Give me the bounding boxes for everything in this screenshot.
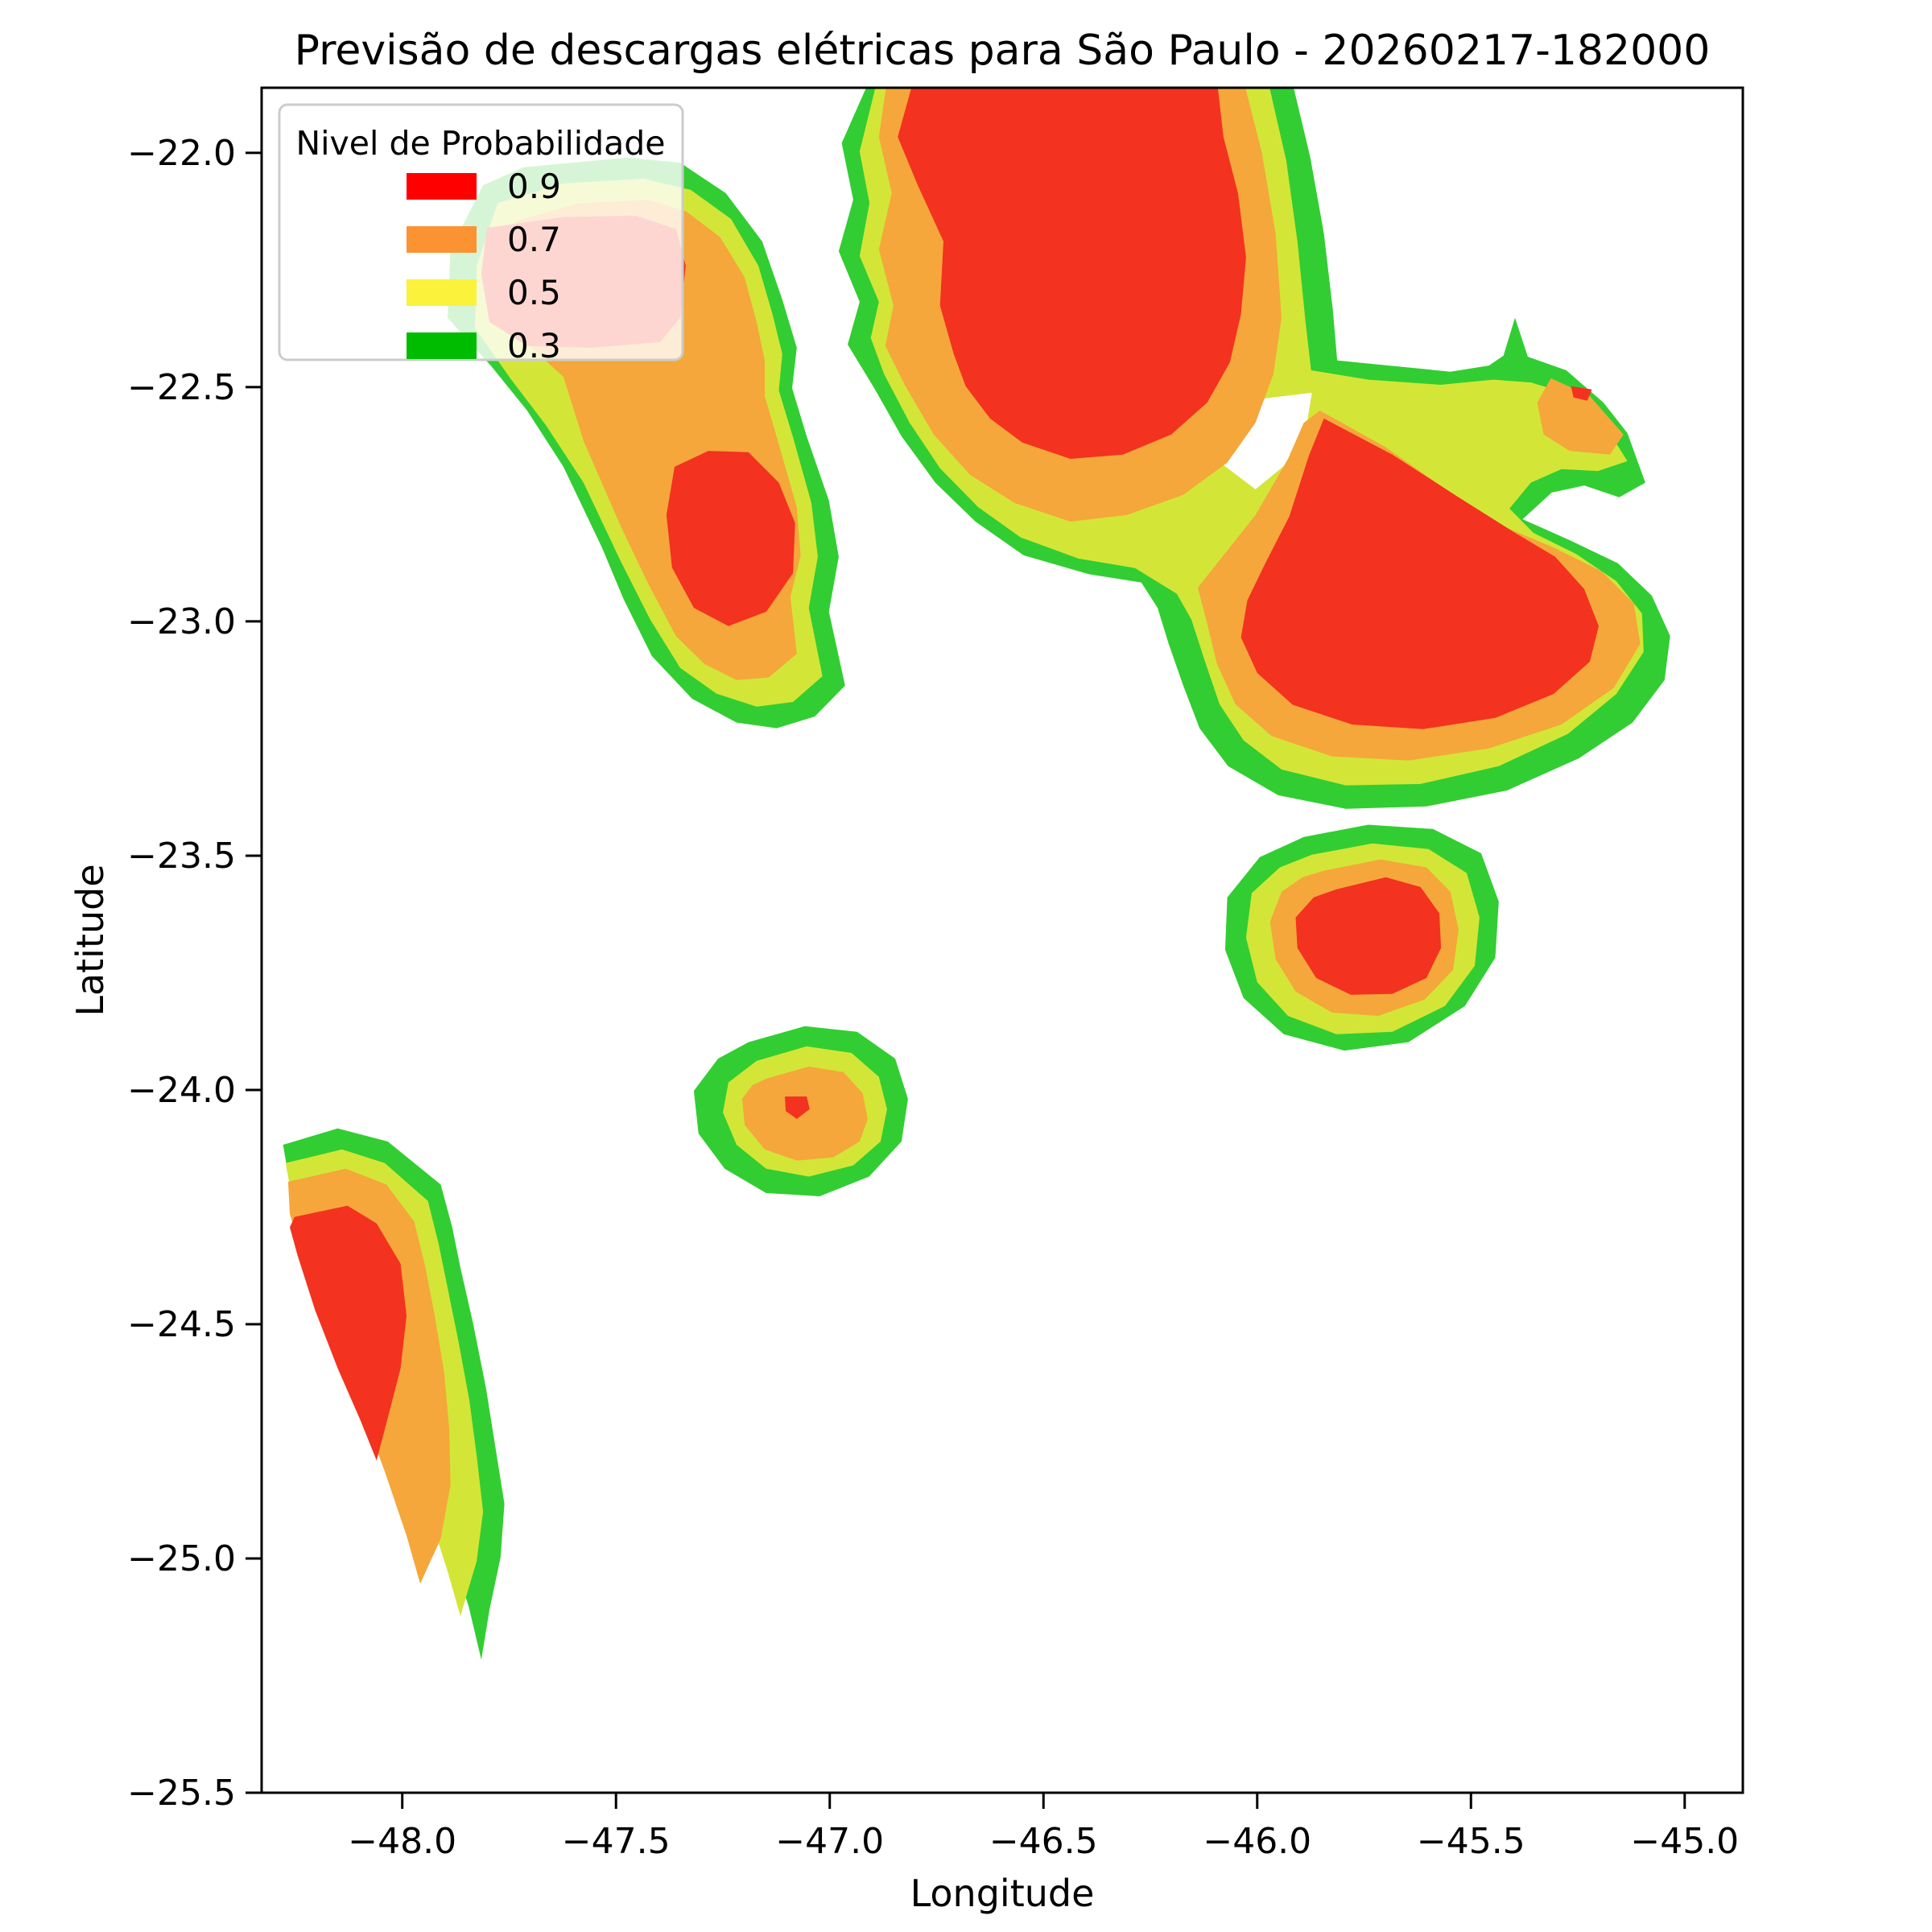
tick-label: −22.0 [127, 133, 236, 174]
legend-label-0.3: 0.3 [507, 326, 561, 365]
legend-title: Nivel de Probabilidade [295, 124, 665, 163]
y-axis-label: Latitude [68, 864, 112, 1016]
contour-region-nw-core-lower-p90 [666, 451, 795, 626]
tick-label: −24.5 [127, 1304, 236, 1345]
tick-label: −22.5 [127, 367, 236, 408]
legend-swatch-0.7 [407, 226, 477, 253]
contour-region-east-arm-p70 [1537, 378, 1624, 455]
plot-title: Previsão de descargas elétricas para São… [295, 27, 1711, 75]
tick-label: −48.0 [348, 1821, 456, 1862]
legend-swatch-0.3 [407, 332, 477, 359]
contour-region-se-blob-p90 [1295, 877, 1442, 995]
tick-label: −25.5 [127, 1773, 236, 1814]
x-axis-label: Longitude [910, 1872, 1095, 1915]
tick-label: −23.0 [127, 601, 236, 642]
legend-label-0.7: 0.7 [507, 220, 561, 259]
axis-ticks-layer: −48.0 −47.5 −47.0 −46.5 −46.0 −45.5 −45.0 −22.0… [127, 133, 1739, 1862]
contour-region-north-blob-p90 [898, 88, 1246, 459]
legend-label-0.9: 0.9 [507, 167, 561, 206]
contour-region-sw-crescent-p90 [290, 1205, 407, 1461]
contour-region-central-blob-p90 [1241, 418, 1599, 729]
contour-regions-layer [283, 88, 1670, 1660]
legend-swatch-0.9 [407, 173, 477, 200]
tick-label: −23.5 [127, 836, 236, 877]
tick-label: −24.0 [127, 1070, 236, 1111]
plot-frame [260, 86, 1744, 1794]
tick-label: −25.0 [127, 1538, 236, 1579]
legend-frame [278, 103, 684, 361]
tick-label: −47.5 [562, 1821, 671, 1862]
contour-region-south-small-blob-p70 [741, 1066, 868, 1161]
tick-label: −47.0 [775, 1821, 884, 1862]
tick-label: −46.0 [1203, 1821, 1311, 1862]
legend-box: Nivel de Probabilidade 0.9 0.7 0.5 0.3 [278, 103, 684, 365]
contour-region-south-small-blob-p90 [785, 1096, 810, 1119]
legend-items: 0.9 0.7 0.5 0.3 [407, 167, 561, 365]
legend-swatch-0.5 [407, 279, 477, 306]
legend-label-0.5: 0.5 [507, 273, 561, 312]
tick-label: −46.5 [989, 1821, 1098, 1862]
tick-label: −45.0 [1630, 1821, 1739, 1862]
contour-region-east-arm-p90 [1571, 386, 1592, 401]
tick-label: −45.5 [1417, 1821, 1525, 1862]
